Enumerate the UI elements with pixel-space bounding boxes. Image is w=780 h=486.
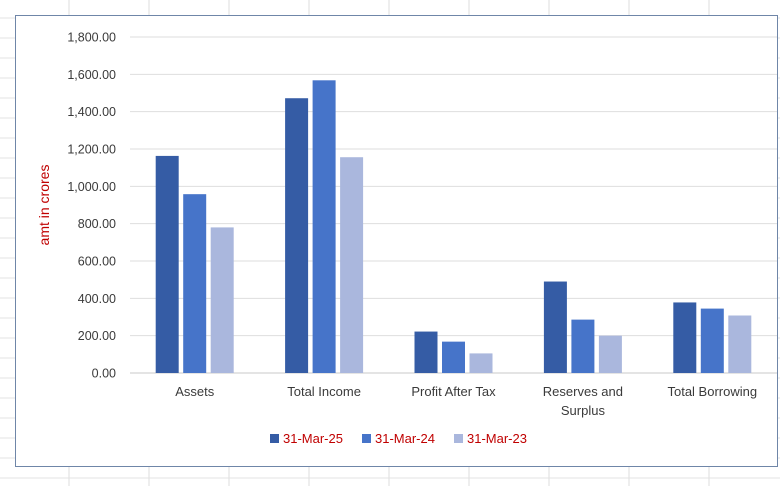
y-tick-label: 0.00	[92, 367, 116, 381]
y-tick-label: 1,400.00	[67, 105, 116, 119]
legend-label: 31-Mar-23	[467, 431, 527, 446]
bar-31-Mar-24[interactable]	[183, 194, 207, 373]
x-category-label: Assets	[175, 384, 215, 399]
bar-chart: 0.00 200.00 400.00 600.00 800.00 1,000.00 1,20…	[36, 31, 777, 446]
x-category-label: Surplus	[561, 403, 606, 418]
y-axis-title: amt in crores	[36, 165, 52, 246]
bar-31-Mar-23[interactable]	[598, 335, 622, 373]
bar-31-Mar-23[interactable]	[340, 157, 364, 373]
bar-31-Mar-24[interactable]	[700, 308, 724, 373]
x-category-label: Total Borrowing	[667, 384, 757, 399]
bar-31-Mar-25[interactable]	[285, 98, 309, 373]
y-tick-label: 400.00	[78, 292, 116, 306]
legend-swatch	[270, 434, 279, 443]
bar-31-Mar-23[interactable]	[728, 315, 752, 373]
y-tick-label: 1,600.00	[67, 68, 116, 82]
legend-swatch	[362, 434, 371, 443]
x-category-label: Reserves and	[543, 384, 623, 399]
y-tick-label: 600.00	[78, 255, 116, 269]
bar-31-Mar-25[interactable]	[543, 281, 567, 373]
legend-swatch	[454, 434, 463, 443]
y-tick-label: 1,200.00	[67, 143, 116, 157]
bar-31-Mar-23[interactable]	[469, 353, 493, 373]
y-tick-label: 200.00	[78, 329, 116, 343]
bar-31-Mar-23[interactable]	[210, 227, 234, 373]
legend-label: 31-Mar-25	[283, 431, 343, 446]
x-category-label: Profit After Tax	[411, 384, 496, 399]
legend-label: 31-Mar-24	[375, 431, 435, 446]
y-tick-label: 1,800.00	[67, 31, 116, 45]
bar-31-Mar-24[interactable]	[442, 341, 465, 373]
bar-31-Mar-25[interactable]	[673, 302, 697, 373]
bar-31-Mar-24[interactable]	[571, 319, 595, 373]
x-category-label: Total Income	[287, 384, 361, 399]
bar-31-Mar-25[interactable]	[414, 331, 438, 373]
bar-31-Mar-25[interactable]	[155, 155, 179, 373]
y-tick-label: 800.00	[78, 217, 116, 231]
bar-31-Mar-24[interactable]	[312, 80, 336, 373]
chart-area[interactable]: 0.00 200.00 400.00 600.00 800.00 1,000.00 1,20…	[15, 15, 778, 467]
y-tick-label: 1,000.00	[67, 180, 116, 194]
